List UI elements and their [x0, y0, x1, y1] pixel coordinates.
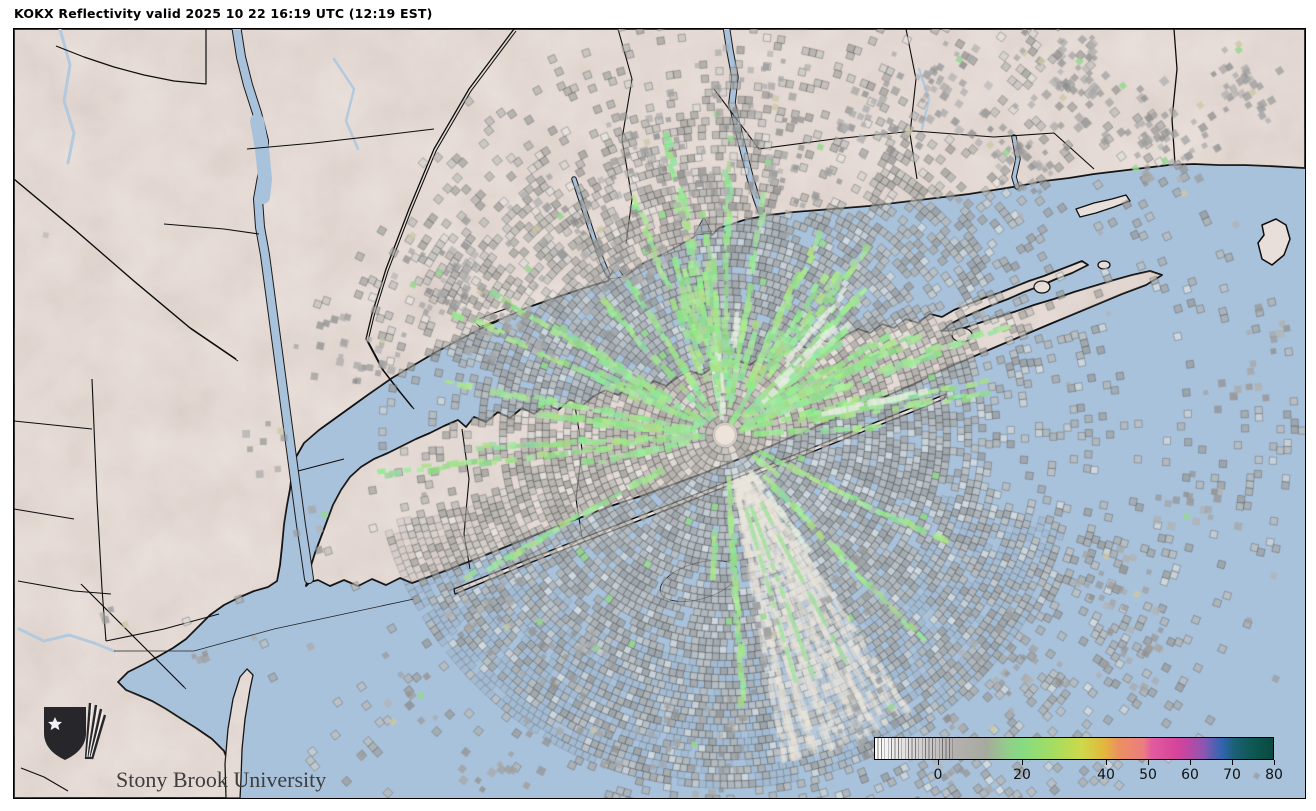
colorbar-binned-stripes	[875, 738, 955, 759]
colorbar-tick-label: 70	[1223, 767, 1241, 783]
colorbar-tick	[1105, 760, 1107, 765]
radar-map: Stony Brook University School of Marine …	[13, 28, 1306, 799]
colorbar-tick-label: 60	[1181, 767, 1199, 783]
colorbar-tick-label: 40	[1097, 767, 1115, 783]
reflectivity-colorbar: 0 20 40 50 60 70 80	[874, 737, 1283, 787]
colorbar-tick	[1021, 760, 1023, 765]
colorbar-tick	[1189, 760, 1191, 765]
colorbar-tick	[1231, 760, 1233, 765]
page-title: KOKX Reflectivity valid 2025 10 22 16:19…	[14, 6, 433, 21]
shield-logo-icon	[44, 702, 106, 760]
logo-text: Stony Brook University School of Marine …	[116, 715, 327, 798]
colorbar-tick	[1147, 760, 1149, 765]
colorbar-tick	[937, 760, 939, 765]
stony-brook-logo: Stony Brook University School of Marine …	[40, 701, 327, 798]
radar-echo-layer	[14, 29, 1305, 798]
colorbar-tick-label: 20	[1013, 767, 1031, 783]
colorbar-tick-label: 0	[933, 767, 943, 783]
logo-line-1: Stony Brook University	[116, 767, 327, 792]
colorbar-tick-label: 80	[1265, 767, 1283, 783]
colorbar-tick-label: 50	[1139, 767, 1157, 783]
colorbar-gradient	[874, 737, 1274, 760]
colorbar-tick	[1273, 760, 1275, 765]
